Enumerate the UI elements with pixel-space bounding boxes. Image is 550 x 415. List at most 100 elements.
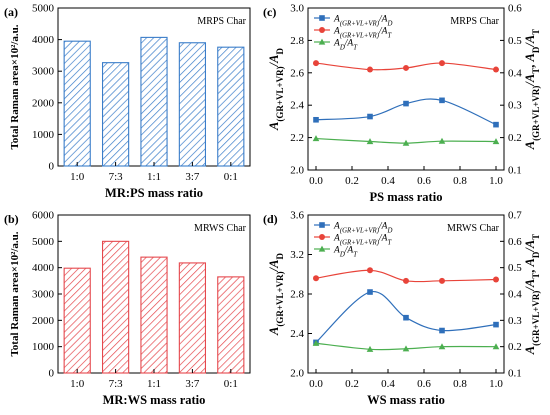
bar: [217, 46, 245, 167]
x-tick-label: 0.8: [453, 175, 467, 187]
marker-triangle: [318, 245, 326, 252]
y-tick-label-left: 3.0: [290, 3, 304, 15]
x-tick-label: 0.0: [309, 175, 323, 187]
y-tick-label-right: 0.2: [508, 341, 522, 353]
marker-triangle: [366, 345, 374, 352]
chart-tag: MRPS Char: [197, 16, 246, 27]
y-tick-label-right: 0.1: [508, 368, 522, 380]
y-axis-label-right: A(GR+VL+VR)/AT, AD/AT: [523, 29, 541, 150]
x-tick-label: 1:0: [70, 171, 85, 183]
y-tick-label: 0: [49, 161, 55, 173]
marker-circle: [439, 277, 445, 284]
marker-circle: [319, 234, 325, 240]
bar-chart-1: 0 1000 2000 3000 4000 5000 6000 1:0 7:3 1:1 3:7 0:1…: [4, 210, 251, 407]
y-tick-label-left: 2.4: [290, 100, 304, 112]
y-tick-label-left: 2.6: [290, 67, 304, 79]
y-tick-label: 5000: [32, 3, 55, 15]
x-tick-label: 3:7: [185, 378, 200, 390]
bar: [63, 267, 91, 374]
bar: [217, 276, 245, 374]
marker-circle: [493, 66, 499, 73]
legend-label: A(GR+VL+VR)/AD: [333, 222, 392, 235]
marker-triangle: [312, 135, 320, 142]
line-chart-3: 0.0 0.2 0.4 0.6 0.8 1.0 2.0 2.4 2.8 3.2 3.6 0.1 0.2 0…: [263, 210, 541, 408]
y-tick-label-right: 0.1: [508, 165, 522, 177]
legend-label: A(GR+VL+VR)/AD: [333, 15, 392, 28]
x-tick-label: 0:1: [224, 378, 238, 390]
marker-circle: [319, 27, 325, 33]
marker-triangle: [366, 138, 374, 145]
y-tick-label-right: 0.3: [508, 315, 522, 327]
x-tick-label: 0.4: [381, 175, 395, 187]
y-tick-label-right: 0.4: [508, 289, 522, 301]
x-tick-label: 1.0: [489, 378, 503, 390]
x-tick-label: 7:3: [109, 378, 124, 390]
panel-label: (c): [263, 5, 276, 19]
marker-circle: [313, 60, 319, 67]
x-tick-label: 7:3: [109, 171, 124, 183]
y-tick-label-right: 0.6: [508, 3, 522, 15]
chart-tag: MRPS Char: [450, 16, 499, 27]
marker-triangle: [492, 138, 500, 145]
x-tick-label: 0.6: [417, 378, 431, 390]
y-tick-label-left: 2.8: [290, 289, 304, 301]
bar: [178, 262, 207, 374]
legend-label: AD/AT: [333, 39, 358, 52]
y-axis-label-right: A(GR+VL+VR)/AT, AD/AT: [523, 234, 541, 355]
y-tick-label-left: 2.0: [290, 165, 304, 177]
y-tick-label-right: 0.3: [508, 100, 522, 112]
x-tick-label: 0.2: [345, 378, 359, 390]
legend-label: AD/AT: [333, 246, 358, 259]
x-tick-label: 1.0: [489, 175, 503, 187]
marker-circle: [367, 267, 373, 274]
marker-square: [439, 327, 445, 334]
x-tick-label: 1:1: [147, 171, 161, 183]
marker-square: [403, 314, 409, 321]
y-tick-label: 0: [49, 368, 55, 380]
marker-triangle: [312, 339, 320, 346]
x-tick-label: 3:7: [185, 171, 200, 183]
legend-label: A(GR+VL+VR)/AT: [333, 234, 392, 247]
y-tick-label-right: 0.5: [508, 262, 522, 274]
marker-triangle: [438, 137, 446, 144]
marker-square: [367, 113, 373, 120]
y-tick-label: 2000: [32, 315, 55, 327]
y-tick-label-left: 3.6: [290, 210, 304, 222]
x-tick-label: 0.2: [345, 175, 359, 187]
marker-triangle: [402, 345, 410, 352]
y-tick-label: 2000: [32, 97, 55, 109]
marker-square: [493, 121, 499, 128]
y-tick-label: 4000: [32, 262, 55, 274]
x-axis-label: WS mass ratio: [367, 393, 445, 407]
y-tick-label-left: 2.2: [290, 132, 304, 144]
y-tick-label: 3000: [32, 66, 55, 78]
marker-square: [319, 222, 325, 228]
marker-triangle: [492, 343, 500, 350]
y-tick-label-right: 0.6: [508, 236, 522, 248]
y-tick-label-left: 2.8: [290, 35, 304, 47]
marker-square: [313, 116, 319, 123]
marker-circle: [313, 275, 319, 282]
y-tick-label: 6000: [32, 210, 55, 222]
y-tick-label: 1000: [32, 341, 55, 353]
panel-label: (b): [4, 212, 19, 226]
marker-circle: [493, 276, 499, 283]
y-axis-label-left: A(GR+VL+VR)/AD: [267, 253, 285, 336]
marker-circle: [367, 66, 373, 73]
y-tick-label: 1000: [32, 129, 55, 141]
legend-label: A(GR+VL+VR)/AT: [333, 27, 392, 40]
bar-chart-0: 0 1000 2000 3000 4000 5000 1:0 7:3 1:1 3:7 0:1 MR:P…: [4, 3, 251, 200]
marker-square: [403, 100, 409, 107]
plot-frame: [307, 7, 505, 171]
x-tick-label: 0:1: [224, 171, 238, 183]
bar: [178, 42, 207, 167]
bar: [101, 240, 130, 374]
y-tick-label: 4000: [32, 34, 55, 46]
y-tick-label-left: 2.0: [290, 368, 304, 380]
marker-triangle: [438, 343, 446, 350]
x-axis-label: MR:WS mass ratio: [103, 393, 206, 407]
y-tick-label-right: 0.7: [508, 210, 522, 222]
x-tick-label: 0.8: [453, 378, 467, 390]
